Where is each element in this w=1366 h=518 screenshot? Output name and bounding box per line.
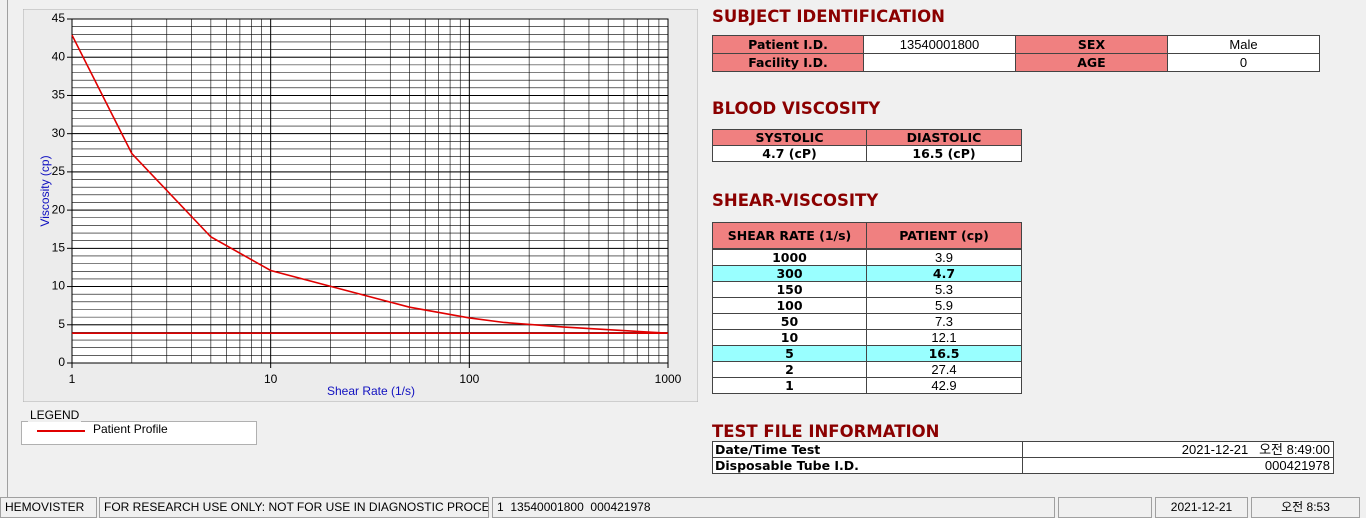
label-cell: Patient I.D. [712, 35, 864, 54]
shear-cell: 100 [712, 297, 867, 314]
left-border [0, 0, 8, 497]
value-cell: 2021-12-21 오전 8:49:00 [1022, 441, 1334, 458]
shear-cell: 5 [712, 345, 867, 362]
shear-cell: 10 [712, 329, 867, 346]
y-tick-label: 40 [52, 49, 66, 63]
section-title: SHEAR-VISCOSITY [712, 191, 879, 210]
y-axis-label: Viscosity (cp) [38, 155, 52, 226]
section-title: TEST FILE INFORMATION [712, 422, 940, 441]
shear-cell: 27.4 [866, 361, 1022, 378]
value-cell: 0 [1167, 53, 1320, 72]
shear-cell: 50 [712, 313, 867, 330]
shear-cell: 1 [712, 377, 867, 394]
section-title: SUBJECT IDENTIFICATION [712, 7, 945, 26]
value-cell: 4.7 (cP) [712, 145, 867, 162]
legend-box [21, 421, 257, 445]
label-cell: SEX [1015, 35, 1168, 54]
y-tick-label: 25 [52, 164, 66, 178]
y-tick-label: 35 [52, 88, 66, 102]
plot-area [72, 19, 668, 363]
y-tick-label: 20 [52, 202, 66, 216]
value-cell: 000421978 [1022, 457, 1334, 474]
status-panel: FOR RESEARCH USE ONLY: NOT FOR USE IN DI… [99, 497, 489, 518]
header-cell: SHEAR RATE (1/s) [712, 222, 867, 249]
shear-cell: 7.3 [866, 313, 1022, 330]
status-panel [1058, 497, 1152, 518]
legend-label: Patient Profile [93, 422, 168, 436]
shear-cell: 5.3 [866, 281, 1022, 298]
y-tick-label: 5 [58, 317, 65, 331]
status-panel: 오전 8:53 [1251, 497, 1360, 518]
shear-cell: 1000 [712, 249, 867, 266]
plot-border [71, 18, 669, 364]
shear-cell: 42.9 [866, 377, 1022, 394]
shear-cell: 16.5 [866, 345, 1022, 362]
header-cell: DIASTOLIC [866, 129, 1022, 146]
status-panel: 2021-12-21 [1155, 497, 1248, 518]
label-cell: Disposable Tube I.D. [712, 457, 1023, 474]
status-panel: HEMOVISTER [0, 497, 97, 518]
status-panel: 1 13540001800 000421978 [492, 497, 1055, 518]
shear-cell: 5.9 [866, 297, 1022, 314]
shear-cell: 150 [712, 281, 867, 298]
legend-title: LEGEND [28, 408, 82, 422]
x-axis-label: Shear Rate (1/s) [327, 384, 415, 398]
section-title: BLOOD VISCOSITY [712, 99, 881, 118]
shear-cell: 4.7 [866, 265, 1022, 282]
y-tick-label: 15 [52, 241, 66, 255]
value-cell: Male [1167, 35, 1320, 54]
x-tick-label: 1000 [655, 372, 682, 386]
y-tick-label: 45 [52, 11, 66, 25]
shear-cell: 300 [712, 265, 867, 282]
data-line [71, 34, 669, 334]
label-cell: Date/Time Test [712, 441, 1023, 458]
x-tick-label: 1 [69, 372, 76, 386]
chart: Shear Rate (1/s) Viscosity (cp) 0 5 10 15 20… [23, 9, 698, 402]
value-cell: 16.5 (cP) [866, 145, 1022, 162]
x-tick-label: 10 [264, 372, 278, 386]
shear-cell: 2 [712, 361, 867, 378]
shear-cell: 12.1 [866, 329, 1022, 346]
label-cell: AGE [1015, 53, 1168, 72]
y-tick-label: 10 [52, 279, 66, 293]
label-cell: Facility I.D. [712, 53, 864, 72]
value-cell [863, 53, 1016, 72]
header-cell: PATIENT (cp) [866, 222, 1022, 249]
header-cell: SYSTOLIC [712, 129, 867, 146]
legend-line [37, 430, 85, 432]
value-cell: 13540001800 [863, 35, 1016, 54]
y-tick-label: 0 [58, 355, 65, 369]
y-tick-label: 30 [52, 126, 66, 140]
x-tick-label: 100 [459, 372, 479, 386]
shear-cell: 3.9 [866, 249, 1022, 266]
